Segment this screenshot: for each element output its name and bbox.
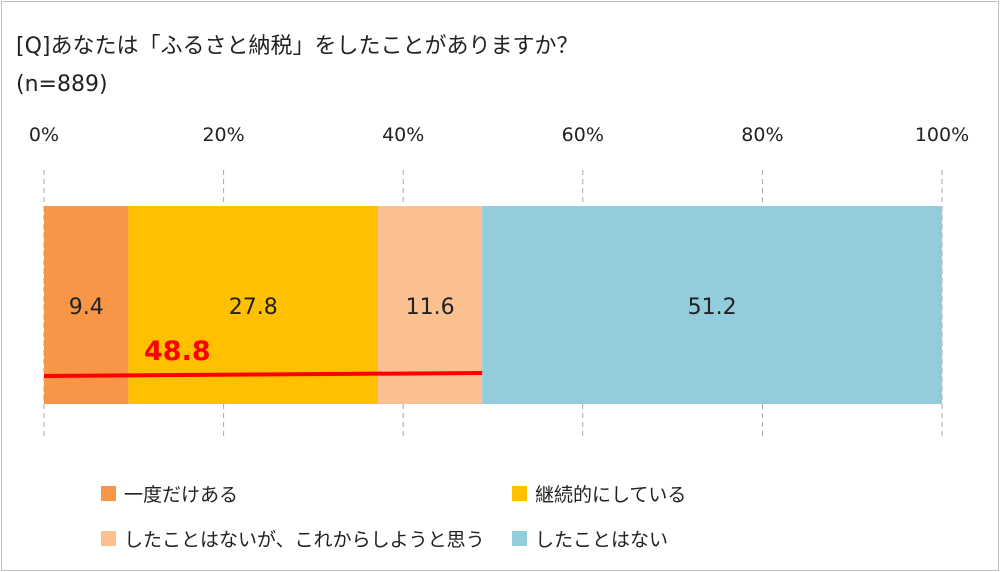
annotation-label: 48.8 [144, 336, 211, 367]
legend-item: したことはない [512, 525, 668, 552]
sample-size: (n=889) [16, 72, 108, 97]
x-tick-label: 100% [915, 124, 969, 146]
legend-label: 継続的にしている [535, 484, 687, 506]
legend-swatch [512, 486, 527, 501]
x-tick-label: 40% [382, 124, 424, 146]
legend-item: したことはないが、これからしようと思う [101, 525, 485, 552]
data-label: 27.8 [229, 295, 278, 320]
legend-item: 継続的にしている [512, 480, 686, 507]
annotation-line [43, 371, 483, 378]
data-label: 11.6 [406, 295, 455, 320]
data-label: 9.4 [69, 295, 104, 320]
bar-segment [482, 206, 942, 404]
x-tick-label: 60% [562, 124, 604, 146]
bar-segment [44, 206, 129, 404]
legend-swatch [101, 531, 116, 546]
data-label: 51.2 [688, 295, 737, 320]
legend-label: したことはない [535, 529, 669, 551]
x-tick-label: 0% [29, 124, 59, 146]
legend-item: 一度だけある [101, 480, 238, 507]
chart-title: [Q]あなたは「ふるさと納税」をしたことがありますか？ [16, 34, 579, 59]
bar-segment [378, 206, 483, 404]
legend-swatch [101, 486, 116, 501]
x-tick-label: 80% [741, 124, 783, 146]
legend-label: したことはないが、これからしようと思う [124, 529, 485, 551]
bar-segment [128, 206, 379, 404]
legend-label: 一度だけある [124, 484, 239, 506]
x-tick-label: 20% [202, 124, 244, 146]
legend-swatch [512, 531, 527, 546]
